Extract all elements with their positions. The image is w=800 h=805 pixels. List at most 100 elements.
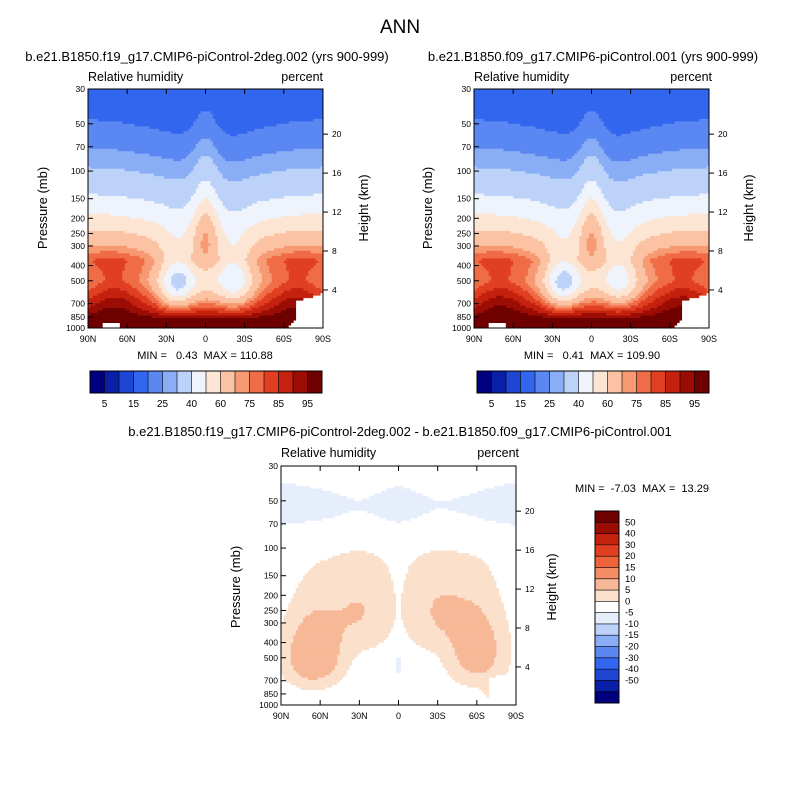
- contour-cell: [544, 223, 575, 227]
- contour-cell: [198, 220, 214, 225]
- contour-cell: [188, 225, 197, 230]
- contour-cell: [584, 183, 597, 187]
- contour-cell: [134, 151, 192, 155]
- contour-cell: [650, 258, 673, 262]
- contour-cell: [535, 275, 546, 279]
- contour-cell: [376, 645, 422, 649]
- contour-cell: [552, 295, 578, 299]
- contour-cell: [479, 605, 505, 609]
- contour-cell: [171, 280, 187, 284]
- contour-cell: [454, 647, 498, 651]
- contour-cell: [97, 310, 131, 314]
- contour-cell: [549, 278, 558, 282]
- contour-cell: [699, 193, 709, 197]
- contour-cell: [249, 265, 260, 269]
- contour-cell: [332, 555, 380, 559]
- contour-cell: [493, 485, 516, 490]
- contour-cell: [535, 303, 544, 307]
- contour-cell: [437, 625, 493, 629]
- contour-cell: [581, 313, 607, 317]
- contour-cell: [432, 615, 488, 619]
- contour-cell: [168, 303, 189, 307]
- contour-cell: [408, 570, 493, 574]
- contour-cell: [327, 558, 382, 562]
- contour-cell: [474, 240, 544, 244]
- contour-cell: [146, 288, 153, 292]
- contour-cell: [217, 280, 246, 284]
- contour-cell: [347, 672, 449, 676]
- contour-cell: [642, 260, 651, 264]
- contour-cell: [271, 298, 287, 302]
- min-max-stats: MIN = 0.41 MAX = 109.90: [524, 350, 660, 362]
- colorbar-label: 5: [489, 399, 495, 410]
- contour-cell: [635, 283, 646, 287]
- contour-cell: [281, 480, 516, 485]
- contour-cell: [474, 235, 534, 239]
- contour-cell: [489, 620, 510, 624]
- contour-cell: [212, 141, 323, 145]
- contour-cell: [88, 188, 197, 192]
- contour-cell: [283, 245, 323, 249]
- contour-cell: [281, 580, 302, 584]
- contour-cell: [281, 253, 323, 257]
- colorbar-swatch: [104, 371, 120, 393]
- contour-cell: [239, 295, 253, 299]
- contour-cell: [579, 260, 607, 264]
- contour-cell: [464, 667, 490, 671]
- contour-cell: [193, 260, 219, 264]
- contour-cell: [508, 670, 516, 674]
- contour-cell: [403, 580, 498, 584]
- contour-cell: [141, 300, 153, 304]
- contour-cell: [281, 515, 336, 519]
- contour-cell: [430, 550, 458, 554]
- contour-cell: [510, 258, 531, 262]
- contour-cell: [227, 238, 241, 242]
- contour-cell: [203, 238, 209, 242]
- colorbar-swatch: [595, 669, 619, 681]
- contour-cell: [593, 253, 607, 257]
- contour-cell: [596, 243, 605, 247]
- contour-cell: [638, 303, 649, 307]
- contour-cell: [615, 133, 622, 137]
- contour-cell: [488, 325, 507, 328]
- contour-cell: [156, 308, 167, 312]
- contour-cell: [628, 178, 709, 182]
- contour-cell: [474, 131, 558, 135]
- contour-cell: [229, 240, 238, 244]
- contour-cell: [88, 96, 323, 100]
- contour-cell: [601, 118, 700, 122]
- contour-cell: [608, 283, 629, 287]
- contour-cell: [195, 228, 216, 232]
- contour-cell: [535, 290, 541, 294]
- contour-cell: [704, 260, 709, 264]
- contour-cell: [220, 273, 246, 277]
- contour-cell: [288, 602, 351, 607]
- contour-cell: [281, 478, 516, 482]
- contour-cell: [227, 178, 243, 182]
- contour-cell: [400, 602, 434, 607]
- contour-cell: [344, 630, 392, 634]
- contour-cell: [571, 230, 583, 234]
- colorbar-swatch: [595, 556, 619, 568]
- contour-cell: [261, 310, 282, 314]
- contour-cell: [281, 592, 294, 597]
- contour-cell: [293, 320, 323, 324]
- contour-cell: [571, 176, 610, 180]
- contour-cell: [511, 660, 516, 664]
- contour-cell: [422, 493, 471, 497]
- contour-cell: [88, 108, 323, 113]
- contour-cell: [628, 303, 639, 307]
- contour-cell: [596, 111, 709, 115]
- contour-cell: [290, 657, 338, 661]
- contour-cell: [290, 655, 338, 659]
- contour-cell: [530, 218, 578, 222]
- contour-cell: [625, 285, 637, 289]
- contour-cell: [342, 677, 453, 681]
- contour-cell: [686, 213, 709, 217]
- contour-cell: [606, 280, 629, 284]
- contour-cell: [672, 265, 700, 269]
- contour-cell: [615, 310, 622, 314]
- contour-cell: [295, 630, 346, 634]
- contour-cell: [334, 665, 351, 669]
- contour-cell: [571, 156, 588, 160]
